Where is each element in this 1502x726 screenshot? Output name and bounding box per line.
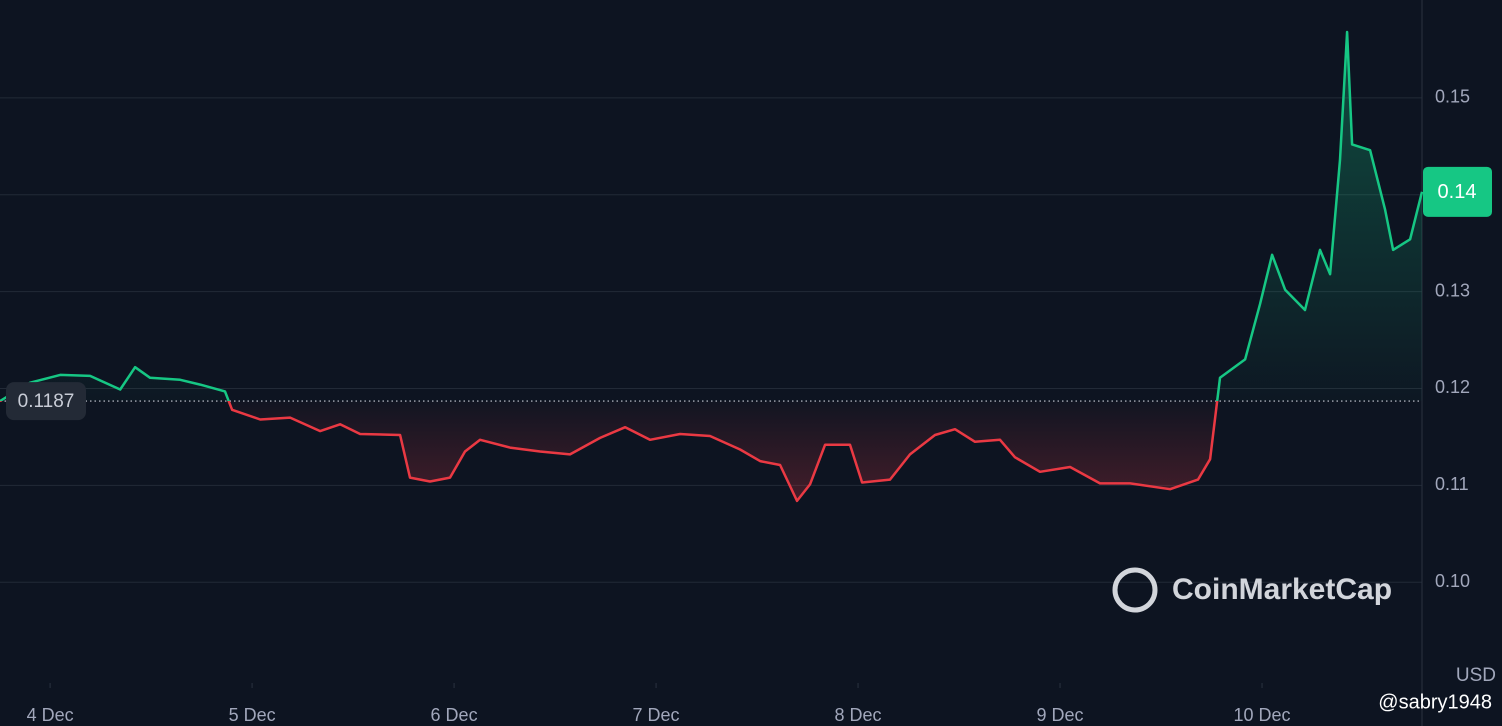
baseline-label: 0.1187 [18,391,75,412]
x-tick-label: 8 Dec [835,705,882,725]
baseline-label-box [6,382,86,421]
y-tick-label: 0.13 [1435,280,1470,300]
y-tick-label: 0.12 [1435,377,1470,397]
price-line [0,30,1424,503]
watermark-logo [1112,567,1158,613]
x-tick-label: 5 Dec [229,705,276,725]
credit: @sabry1948 [1378,691,1492,713]
x-tick-label: 9 Dec [1037,705,1084,725]
last-value-box [1423,166,1492,217]
y-tick-label: 0.10 [1435,571,1470,591]
currency-label: USD [1456,665,1496,686]
x-tick-label: 6 Dec [431,705,478,725]
price-area [0,32,1422,501]
x-tick-label: 10 Dec [1234,705,1291,725]
y-tick-label: 0.15 [1435,87,1470,107]
x-tick-label: 4 Dec [27,705,74,725]
x-tick-label: 7 Dec [633,705,680,725]
last-value-label: 0.14 [1438,181,1477,203]
watermark: CoinMarketCap [1172,573,1392,606]
y-tick-label: 0.11 [1435,474,1469,494]
